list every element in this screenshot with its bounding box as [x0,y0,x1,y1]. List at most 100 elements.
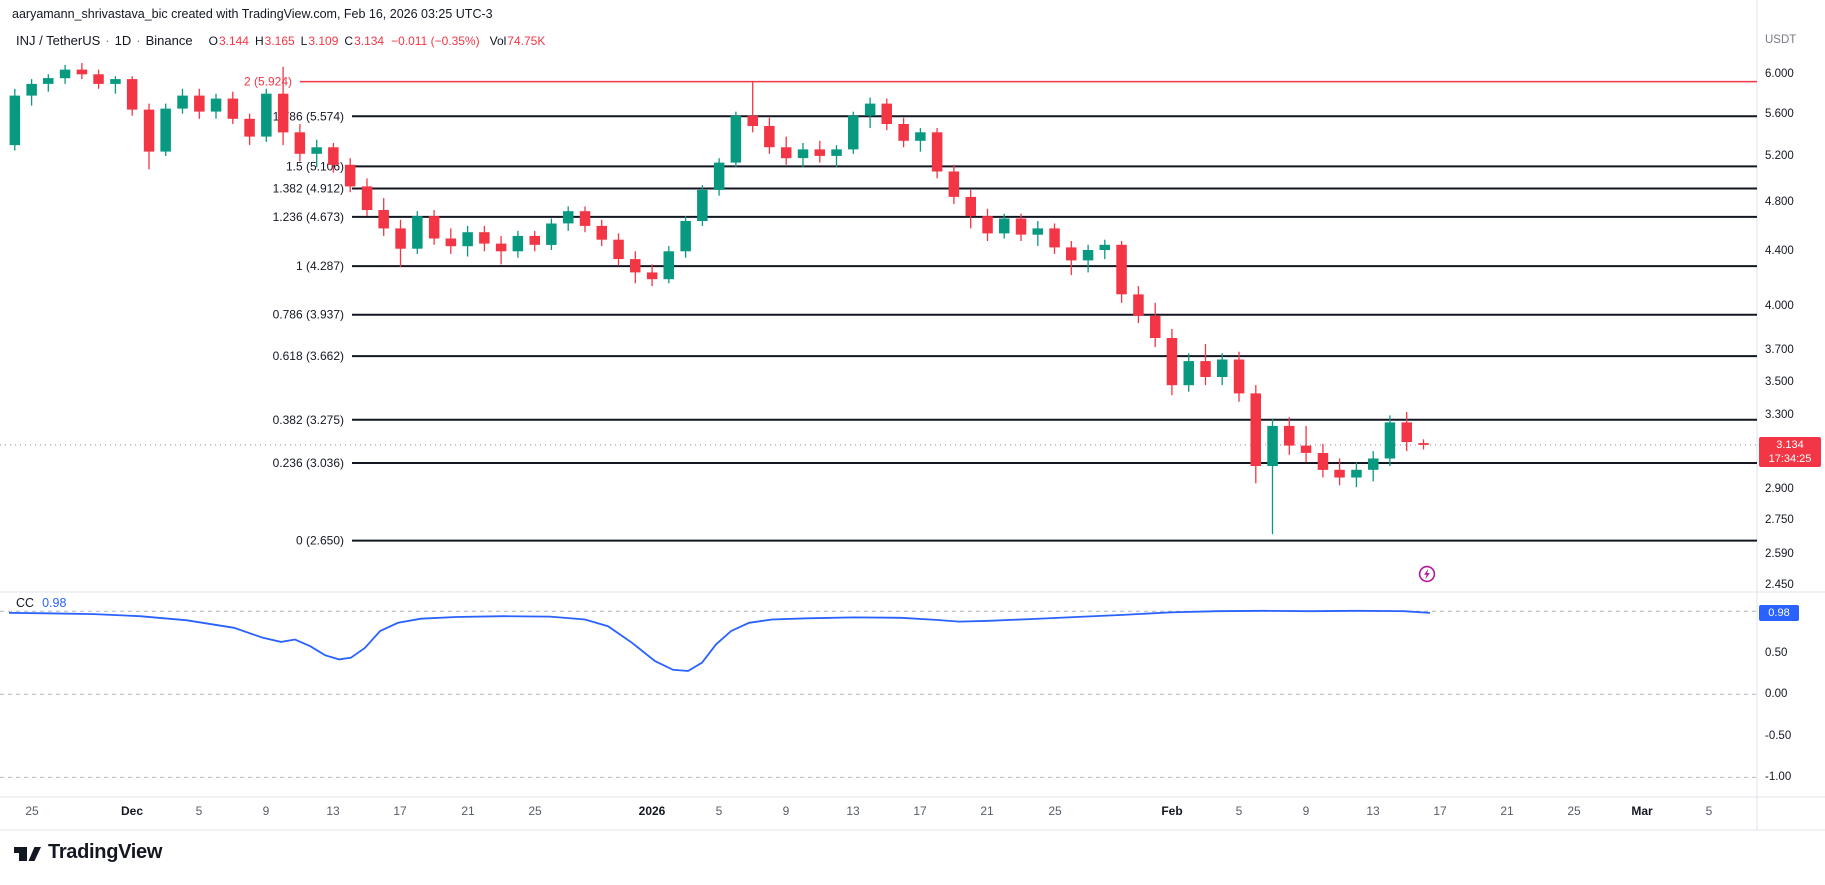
indicator-current-value: 0.98 [42,596,67,610]
candle-body [277,93,289,133]
time-tick: 25 [25,804,39,818]
ohlc-label: H [254,34,264,48]
candle-body [898,124,909,141]
indicator-tick: 0.00 [1765,688,1788,701]
candle-body [1116,244,1127,295]
tradingview-wordmark: TradingView [48,841,163,863]
candle-body [948,171,960,197]
candle-body [999,218,1010,234]
candle-body [747,115,758,126]
candle-body [143,109,155,152]
time-tick: 5 [195,804,203,818]
candle-body [1384,422,1396,459]
fib-level-label: 1 (4.287) [296,259,344,273]
candle-body [1317,453,1329,470]
candle-body [713,162,725,190]
candle-body [1150,315,1161,338]
candle-body [412,216,423,249]
candle-body [1032,228,1043,235]
candle-body [110,79,121,84]
candle-body [177,95,188,109]
candle-body [797,149,809,159]
time-tick: 5 [1705,804,1713,818]
fib-level-label: 0.236 (3.036) [273,456,344,470]
candle-body [529,235,540,245]
candle-body [982,216,993,234]
last-price-value: 3.134 [1776,438,1804,451]
candle-body [344,164,356,187]
time-tick: 13 [846,804,860,818]
candle-body [328,147,339,165]
candle-body [1368,458,1379,470]
ohlc-label: O [208,34,218,48]
candle-body [479,232,490,244]
indicator-tick: 0.50 [1765,646,1788,659]
price-tick: 2.590 [1765,547,1794,560]
price-tick: 3.700 [1765,344,1794,357]
candle-body [294,132,306,154]
fib-level-label: 1.236 (4.673) [273,210,344,224]
time-tick: 5 [715,804,723,818]
time-tick: 17 [1433,804,1447,818]
candle-body [1334,469,1345,478]
indicator-name: CC [16,596,35,610]
fib-level-label: 1.382 (4.912) [273,182,344,196]
candle-body [9,95,21,146]
volume-value: 74.75K [507,34,546,48]
candle-body [43,78,54,84]
interval-label[interactable]: 1D [114,33,132,48]
legend-separator: · [136,33,141,48]
candle-body [781,147,792,159]
candle-body [395,228,406,249]
candle-body [563,211,574,224]
time-tick: 21 [461,804,475,818]
candle-body [361,186,373,210]
time-tick: 9 [782,804,790,818]
tradingview-logo[interactable]: TradingView [14,841,162,864]
candle-body [965,196,976,217]
candle-body [764,126,775,148]
fib-level-label: 1.786 (5.574) [273,109,344,123]
candle-body [495,243,507,252]
price-tick: 6.000 [1765,68,1794,81]
flash-icon[interactable] [1418,565,1436,583]
candle-body [915,132,926,141]
time-tick: 17 [393,804,407,818]
price-tick: 4.000 [1765,299,1794,312]
indicator-legend[interactable]: CC 0.98 [16,596,66,610]
candle-body [1300,445,1312,453]
candle-body [160,108,171,152]
candle-body [1267,425,1278,466]
candle-body [76,69,88,75]
candle-body [1099,244,1110,250]
time-tick: 9 [262,804,270,818]
price-tick: 2.450 [1765,579,1794,592]
cc-line [8,609,1431,672]
time-tick: 5 [1235,804,1243,818]
candle-body [831,149,842,156]
time-tick: 17 [913,804,927,818]
ohlc-value: 3.134 [354,34,385,48]
candle-body [848,115,859,150]
ohlc-label: L [300,34,308,48]
candle-body [931,132,943,172]
ohlc-value: 3.109 [308,34,339,48]
attribution-text: aaryamann_shrivastava_bic created with T… [12,7,493,21]
ohlc-value: 3.165 [264,34,295,48]
price-tick: 4.400 [1765,245,1794,258]
tradingview-glyph [14,846,41,861]
fib-level-label: 0 (2.650) [296,534,344,548]
time-tick: 25 [1048,804,1062,818]
candle-body [663,251,674,280]
candle-body [445,238,457,247]
candle-body [596,225,607,240]
candle-body [1166,338,1178,386]
symbol-title[interactable]: INJ / TetherUS [16,33,101,48]
time-tick: 9 [1302,804,1310,818]
ohlc-values: O3.144 H3.165 L3.109 C3.134 [203,34,385,48]
last-price-badge: 3.134 17:34:25 [1759,436,1821,467]
candle-body [26,83,37,96]
time-tick: Dec [120,804,144,818]
